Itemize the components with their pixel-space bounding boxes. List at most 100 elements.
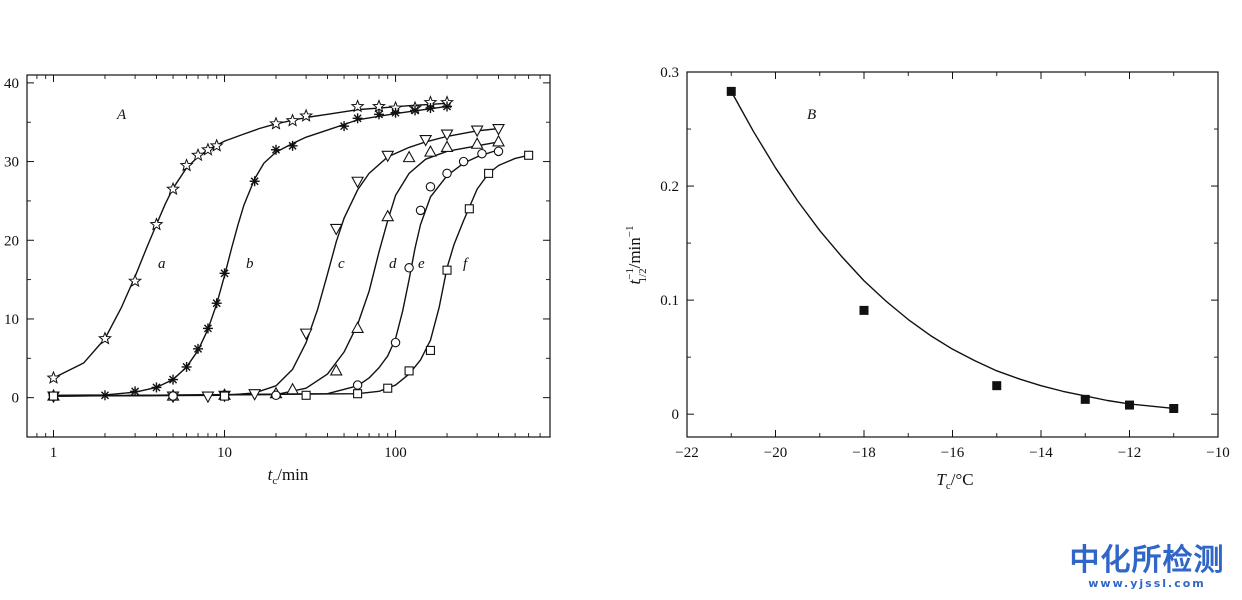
panel-a-point-d bbox=[286, 382, 300, 395]
panel-a-point-a bbox=[371, 99, 386, 113]
panel-a-point-d bbox=[470, 137, 484, 149]
panel-b-ytick-label: 0.2 bbox=[660, 179, 679, 195]
panel-a-point-b bbox=[373, 109, 384, 120]
panel-a-point-b bbox=[193, 343, 204, 354]
panel-a-point-b bbox=[339, 121, 350, 132]
panel-a-point-b bbox=[99, 390, 110, 401]
panel-a-point-a bbox=[149, 217, 164, 231]
panel-a-point-c bbox=[440, 129, 454, 142]
panel-b-xtick-label: −14 bbox=[1029, 445, 1053, 461]
panel-a-curve-label-c: c bbox=[338, 256, 345, 272]
panel-a-point-f bbox=[442, 265, 452, 275]
panel-b-xtick-label: −16 bbox=[941, 445, 965, 461]
panel-b-point-measured bbox=[1125, 400, 1134, 410]
panel-b-ylabel-main: t bbox=[625, 278, 644, 284]
panel-a-point-c bbox=[299, 328, 313, 341]
panel-b-curve-fit bbox=[730, 91, 1174, 410]
panel-b-ylabel-unit-sup: −1 bbox=[624, 226, 636, 238]
panel-a-point-d bbox=[381, 209, 395, 222]
panel-b-xlabel-sub: c bbox=[946, 480, 951, 492]
panel-b-ylabel-sub: 1/2 bbox=[637, 268, 649, 282]
panel-a-point-b bbox=[442, 101, 453, 112]
panel-a-point-f bbox=[301, 390, 311, 400]
panel-a-point-a bbox=[166, 181, 181, 196]
panel-b-axes: −22 −20 −18 −16 −14 −12 −10 0 0.1 0.2 0.3 bbox=[660, 65, 1229, 461]
panel-a-xtick-label: 1 bbox=[50, 445, 58, 461]
panel-b-xlabel-main: T bbox=[936, 470, 947, 489]
panel-a-point-e bbox=[404, 263, 414, 273]
panel-b-ytick-label: 0 bbox=[672, 407, 680, 423]
panel-a-point-e bbox=[493, 146, 504, 157]
panel-a-point-b bbox=[202, 323, 213, 334]
panel-a-markers bbox=[46, 95, 534, 404]
panel-a-point-f bbox=[353, 389, 363, 399]
panel-a-point-c bbox=[351, 176, 365, 189]
panel-a-point-a bbox=[268, 116, 284, 130]
panel-a-point-c bbox=[248, 389, 262, 401]
panel-a-point-a bbox=[46, 370, 61, 384]
panel-a-ytick-label: 40 bbox=[4, 76, 19, 92]
panel-b-ylabel-sup: −1 bbox=[624, 268, 636, 279]
panel-a-point-c bbox=[419, 134, 433, 147]
panel-a-point-d bbox=[440, 140, 454, 152]
panel-b-ytick-label: 0.3 bbox=[660, 65, 679, 81]
watermark: 中化所检测 www.yjssl.com bbox=[1062, 544, 1232, 590]
panel-a-point-e bbox=[415, 205, 426, 216]
panel-a-point-a bbox=[299, 108, 314, 122]
panel-a-point-d bbox=[402, 150, 416, 163]
panel-b-frame bbox=[686, 71, 1219, 438]
panel-a-point-b bbox=[425, 103, 436, 114]
panel-a-ytick-label: 30 bbox=[4, 155, 19, 171]
panel-a-point-f bbox=[48, 391, 59, 401]
panel-a-ytick-label: 0 bbox=[12, 391, 20, 407]
panel-b-curves bbox=[730, 91, 1174, 410]
panel-a-point-a bbox=[179, 158, 194, 172]
panel-a-point-a bbox=[285, 113, 300, 127]
panel-b-ytick-label: 0.1 bbox=[660, 293, 679, 309]
panel-b-ylabel-unit: /min bbox=[625, 237, 644, 269]
panel-a-point-b bbox=[249, 176, 260, 187]
panel-a-point-e bbox=[458, 156, 469, 167]
panel-b-y-axis-label: t−11/2/min−1 bbox=[624, 226, 649, 285]
panel-b-xtick-label: −12 bbox=[1118, 445, 1141, 461]
panel-b-point-measured bbox=[726, 86, 736, 96]
panel-a-curve-label-a: a bbox=[158, 256, 166, 272]
panel-a-point-b bbox=[130, 386, 141, 397]
panel-a-point-d bbox=[424, 144, 437, 157]
panel-a-point-f bbox=[219, 391, 230, 401]
panel-a-point-e bbox=[390, 337, 401, 348]
panel-b-point-measured bbox=[859, 305, 869, 315]
panel-a-axes: 1 10 100 0 10 20 30 40 bbox=[4, 75, 551, 461]
panel-a-point-c bbox=[329, 223, 343, 236]
panel-a-xtick-label: 100 bbox=[384, 445, 407, 461]
panel-b-label: B bbox=[807, 107, 816, 123]
panel-b-point-measured bbox=[992, 381, 1002, 391]
panel-a-x-axis-label: tc/min bbox=[268, 465, 309, 487]
panel-a-xtick-label: 10 bbox=[217, 445, 232, 461]
panel-a-point-b bbox=[390, 107, 401, 118]
panel-b-point-measured bbox=[1169, 403, 1179, 413]
watermark-url: www.yjssl.com bbox=[1088, 577, 1206, 590]
panel-a-point-e bbox=[168, 391, 178, 401]
panel-b-xtick-label: −18 bbox=[852, 445, 875, 461]
panel-a-point-c bbox=[492, 123, 505, 136]
panel-a-curve-f bbox=[53, 154, 529, 397]
panel-a-point-a bbox=[200, 142, 215, 156]
panel-a-frame bbox=[26, 74, 551, 438]
panel-a-label: A bbox=[116, 107, 127, 123]
panel-a-point-f bbox=[404, 366, 414, 376]
panel-a-point-e bbox=[425, 181, 436, 192]
panel-a-curve-d bbox=[53, 141, 499, 397]
panel-a-point-d bbox=[351, 321, 365, 333]
panel-b-xlabel-unit: /°C bbox=[951, 470, 974, 489]
panel-a-point-e bbox=[271, 390, 281, 401]
panel-a-curve-a bbox=[53, 102, 448, 379]
panel-b-xtick-label: −10 bbox=[1206, 445, 1229, 461]
panel-a-curve-e bbox=[53, 149, 499, 397]
panel-a-point-b bbox=[211, 298, 222, 309]
panel-a-curve-label-d: d bbox=[389, 256, 397, 272]
panel-a-curve-b bbox=[53, 105, 448, 396]
